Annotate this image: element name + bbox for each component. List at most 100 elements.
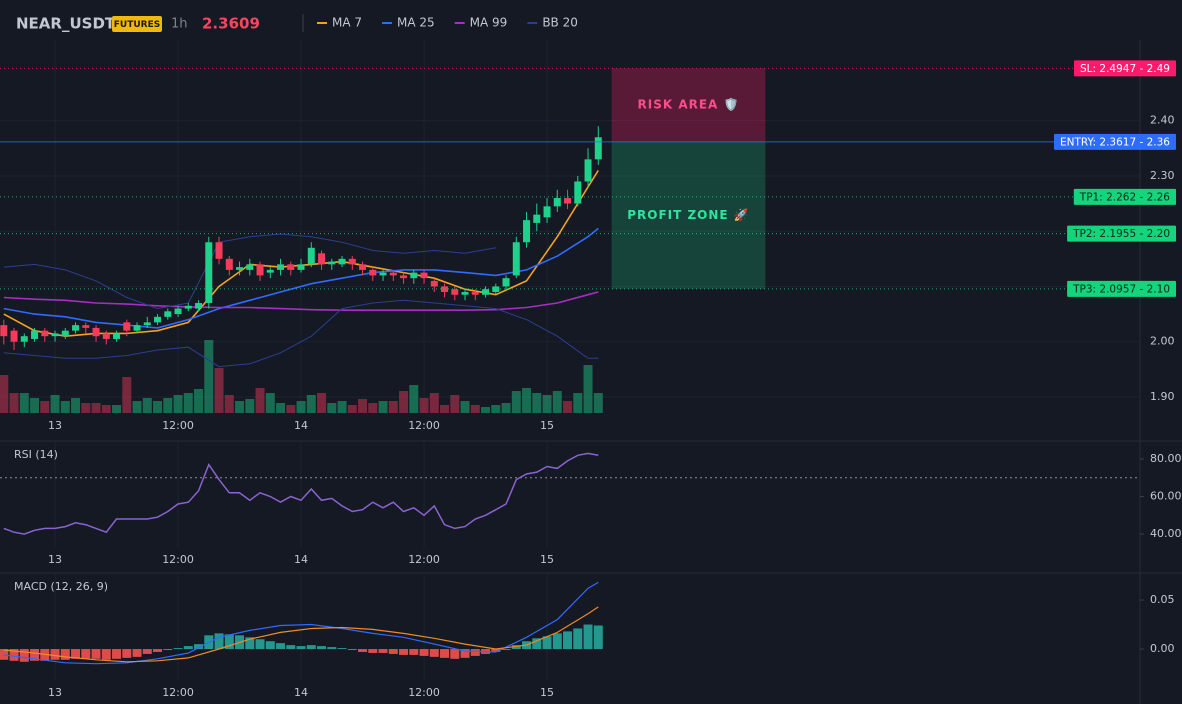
candle-body: [143, 322, 151, 326]
volume-bar: [317, 393, 327, 413]
histogram-bar: [593, 625, 603, 650]
histogram-bar: [583, 624, 593, 650]
volume-bar: [276, 403, 286, 413]
volume-bar: [440, 405, 450, 413]
candle-body: [502, 278, 510, 287]
pane-title: RSI (14): [14, 448, 58, 461]
histogram-bar: [563, 631, 573, 650]
candle-body: [328, 261, 336, 265]
histogram-bar: [491, 649, 501, 652]
candle-body: [410, 272, 418, 279]
volume-bar: [491, 405, 501, 413]
histogram-bar: [286, 645, 296, 650]
histogram-bar: [419, 649, 429, 656]
candle-body: [492, 286, 500, 292]
y-tick-label: 2.40: [1150, 114, 1175, 127]
histogram-bar: [399, 649, 409, 655]
histogram-bar: [91, 649, 101, 659]
volume-bar: [532, 393, 542, 413]
line: [3, 291, 599, 311]
level-tag: ENTRY: 2.3617 - 2.36: [1060, 136, 1170, 148]
volume-bar: [399, 391, 409, 413]
histogram-bar: [501, 649, 511, 651]
candle-body: [461, 291, 469, 295]
volume-bar: [50, 395, 60, 413]
candle-body: [307, 247, 315, 265]
volume-bar: [573, 393, 583, 413]
zone-label: PROFIT ZONE 🚀: [627, 208, 750, 222]
volume-bar: [163, 398, 173, 413]
volume-bar: [583, 365, 593, 413]
volume-bar: [368, 403, 378, 413]
candle-body: [533, 214, 541, 223]
histogram-bar: [511, 645, 521, 650]
x-tick-label: 14: [294, 419, 308, 432]
histogram-bar: [378, 649, 388, 653]
x-tick-label: 12:00: [408, 419, 440, 432]
badge: FUTURES: [114, 20, 160, 30]
volume-bar: [347, 405, 357, 413]
volume-bar: [419, 398, 429, 413]
candle-body: [389, 272, 397, 276]
volume-bar: [40, 401, 50, 413]
histogram-bar: [173, 648, 183, 650]
line: [3, 299, 599, 368]
legend-label: MA 7: [332, 16, 362, 30]
candle-body: [102, 333, 110, 339]
legend-label: MA 99: [470, 16, 508, 30]
volume-bar: [173, 395, 183, 413]
candle-body: [256, 264, 264, 276]
volume-bar: [306, 395, 316, 413]
histogram-bar: [214, 633, 224, 650]
volume-bar: [9, 393, 19, 413]
candle-body: [512, 242, 520, 276]
candle-body: [82, 325, 90, 328]
y-tick-label: 60.00: [1150, 490, 1182, 503]
volume-bar: [0, 375, 9, 413]
volume-bar: [142, 398, 152, 413]
candle-body: [553, 198, 561, 207]
x-tick-label: 13: [48, 419, 62, 432]
y-tick-label: 0.00: [1150, 642, 1175, 655]
volume-bar: [501, 403, 511, 413]
volume-bar: [112, 405, 122, 413]
candle-body: [338, 258, 346, 265]
volume-bar: [358, 399, 368, 413]
candle-body: [277, 264, 285, 270]
level-tag: SL: 2.4947 - 2.49: [1080, 63, 1170, 75]
y-tick-label: 40.00: [1150, 527, 1182, 540]
histogram-bar: [409, 649, 419, 655]
volume-bar: [19, 393, 29, 413]
x-tick-label: 12:00: [162, 686, 194, 699]
candle-body: [318, 253, 326, 265]
candle-body: [164, 311, 172, 317]
level-tag-bg: [1067, 280, 1176, 297]
histogram-bar: [347, 649, 357, 651]
candle-body: [246, 264, 254, 270]
candle-body: [184, 305, 192, 309]
volume-bar: [91, 403, 101, 413]
histogram-bar: [81, 649, 91, 659]
interval: 1h: [171, 17, 188, 32]
histogram-bar: [429, 649, 439, 657]
histogram-bar: [112, 649, 122, 659]
volume-bar: [30, 398, 40, 413]
histogram-bar: [153, 649, 163, 652]
volume-bar: [122, 377, 132, 413]
histogram-bar: [306, 645, 316, 650]
line: [3, 581, 599, 665]
volume-bar: [132, 401, 142, 413]
histogram-bar: [388, 649, 398, 654]
candle-body: [523, 220, 531, 243]
symbol: NEAR_USDT: [16, 15, 116, 33]
candle-body: [41, 330, 49, 337]
volume-bar: [194, 389, 204, 413]
histogram-bar: [532, 638, 542, 650]
volume-bar: [265, 393, 275, 413]
candle-body: [543, 206, 551, 218]
x-tick-label: 15: [540, 686, 554, 699]
candle-body: [31, 330, 39, 339]
badge-bg: [112, 16, 162, 32]
volume-bar: [481, 407, 491, 413]
level-tag-bg: [1053, 133, 1176, 150]
